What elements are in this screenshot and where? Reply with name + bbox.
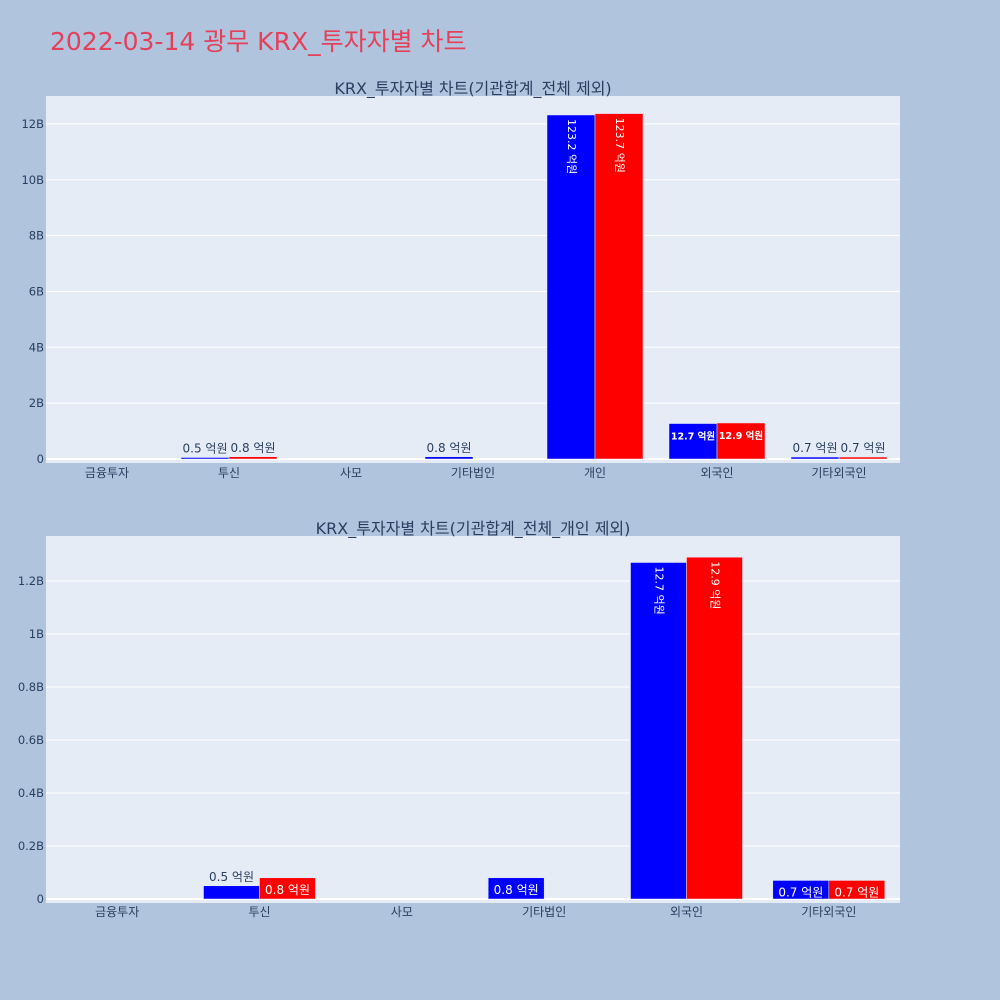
bar: [228, 456, 278, 460]
x-tick-label: 기타외국인: [801, 905, 856, 919]
page-title: 2022-03-14 광무 KRX_투자자별 차트: [50, 27, 467, 56]
bar-value-label: 0.8 억원: [231, 441, 276, 455]
plot-area-2: [46, 536, 900, 903]
bar: [630, 562, 687, 900]
y-tick-label: 4B: [29, 340, 44, 354]
bar: [203, 885, 260, 900]
bar: [828, 880, 886, 900]
x-tick-label: 투신: [218, 466, 240, 480]
y-tick-label: 2B: [29, 396, 44, 410]
y-tick-label: 12B: [21, 117, 44, 131]
y-tick-label: 1B: [29, 627, 44, 641]
y-tick-label: 0.4B: [18, 786, 44, 800]
y-tick-label: 0: [37, 892, 44, 906]
bar: [686, 556, 743, 900]
x-tick-label: 기타외국인: [811, 466, 866, 480]
chart-title: KRX_투자자별 차트(기관합계_전체 제외): [334, 79, 611, 99]
bar: [668, 423, 718, 460]
y-tick-label: 0.6B: [18, 733, 44, 747]
x-tick-label: 기타법인: [522, 905, 566, 919]
bar: [180, 457, 230, 460]
y-tick-label: 0.2B: [18, 839, 44, 853]
y-tick-label: 6B: [29, 284, 44, 298]
y-tick-label: 8B: [29, 229, 44, 243]
bar-value-label: 0.8 억원: [494, 883, 539, 897]
bar-value-label: 0.5 억원: [209, 870, 254, 884]
bar-value-label: 123.2 억원: [565, 119, 578, 174]
y-tick-label: 10B: [21, 173, 44, 187]
bar: [259, 877, 316, 900]
bar-value-label: 0.5 억원: [183, 442, 228, 456]
x-tick-label: 투신: [248, 905, 270, 919]
bar: [424, 456, 474, 460]
bar-value-label: 12.7 억원: [653, 566, 666, 614]
bar-value-label: 0.7 억원: [834, 885, 879, 899]
bar-value-label: 0.7 억원: [778, 885, 823, 899]
bar-value-label: 0.8 억원: [427, 441, 472, 455]
x-tick-label: 금융투자: [85, 466, 129, 480]
x-tick-label: 외국인: [700, 466, 733, 480]
y-tick-label: 1.2B: [18, 574, 44, 588]
bar-value-label: 0.7 억원: [841, 441, 886, 455]
bar: [790, 456, 840, 460]
bar-value-label: 0.7 억원: [793, 441, 838, 455]
x-tick-label: 개인: [584, 466, 606, 480]
y-tick-label: 0.8B: [18, 680, 44, 694]
bar: [838, 456, 888, 460]
bar: [487, 877, 545, 900]
bar-value-label: 123.7 억원: [613, 118, 626, 173]
y-tick-label: 0: [37, 452, 44, 466]
bar-value-label: 12.9 억원: [719, 430, 763, 442]
x-tick-label: 금융투자: [95, 905, 139, 919]
bar-value-label: 12.7 억원: [671, 431, 715, 443]
chart-title: KRX_투자자별 차트(기관합계_전체_개인 제외): [316, 519, 631, 539]
bar: [546, 114, 596, 460]
x-tick-label: 기타법인: [451, 466, 495, 480]
x-tick-label: 사모: [340, 466, 362, 480]
x-tick-label: 외국인: [670, 905, 703, 919]
plot-area-1: [46, 96, 900, 463]
x-tick-label: 사모: [391, 905, 413, 919]
bar: [594, 113, 644, 460]
bar: [716, 422, 766, 460]
bar-value-label: 0.8 억원: [265, 883, 310, 897]
bar-value-label: 12.9 억원: [709, 561, 722, 609]
